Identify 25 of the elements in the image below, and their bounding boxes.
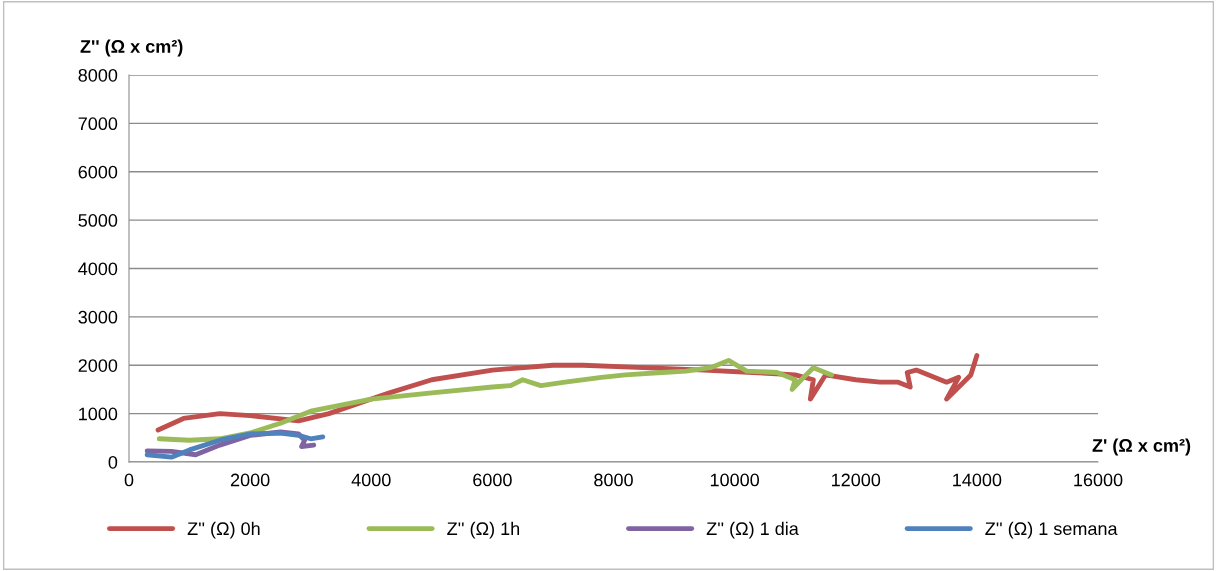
x-tick-label: 2000: [230, 473, 270, 487]
legend-label: Z'' (Ω) 1 dia: [706, 521, 799, 539]
x-tick-label: 6000: [473, 473, 512, 487]
y-tick-label: 7000: [78, 117, 118, 131]
x-tick-label: 16000: [1074, 473, 1123, 487]
legend-label: Z'' (Ω) 1 semana: [985, 521, 1118, 539]
y-tick-label: 5000: [78, 214, 118, 227]
y-tick-label: 4000: [78, 262, 118, 276]
x-tick-label: 0: [124, 473, 134, 487]
y-tick-label: 8000: [78, 68, 118, 82]
legend-label: Z'' (Ω) 0h: [187, 521, 260, 539]
x-tick-label: 8000: [594, 473, 633, 487]
y-tick-label: 0: [108, 455, 118, 469]
x-tick-label: 14000: [953, 473, 1002, 487]
x-tick-label: 4000: [351, 473, 391, 487]
y-tick-label: 2000: [78, 359, 118, 372]
x-axis-title: Z' (Ω x cm²): [1092, 438, 1191, 456]
x-tick-label: 10000: [710, 473, 760, 487]
x-tick-label: 12000: [832, 473, 881, 487]
y-tick-label: 6000: [78, 165, 118, 179]
legend-label: Z'' (Ω) 1h: [447, 521, 520, 539]
line-series: [156, 357, 834, 443]
y-tick-label: 1000: [79, 407, 118, 421]
y-tick-label: 3000: [78, 310, 118, 324]
y-axis-title: Z'' (Ω x cm²): [80, 39, 183, 57]
